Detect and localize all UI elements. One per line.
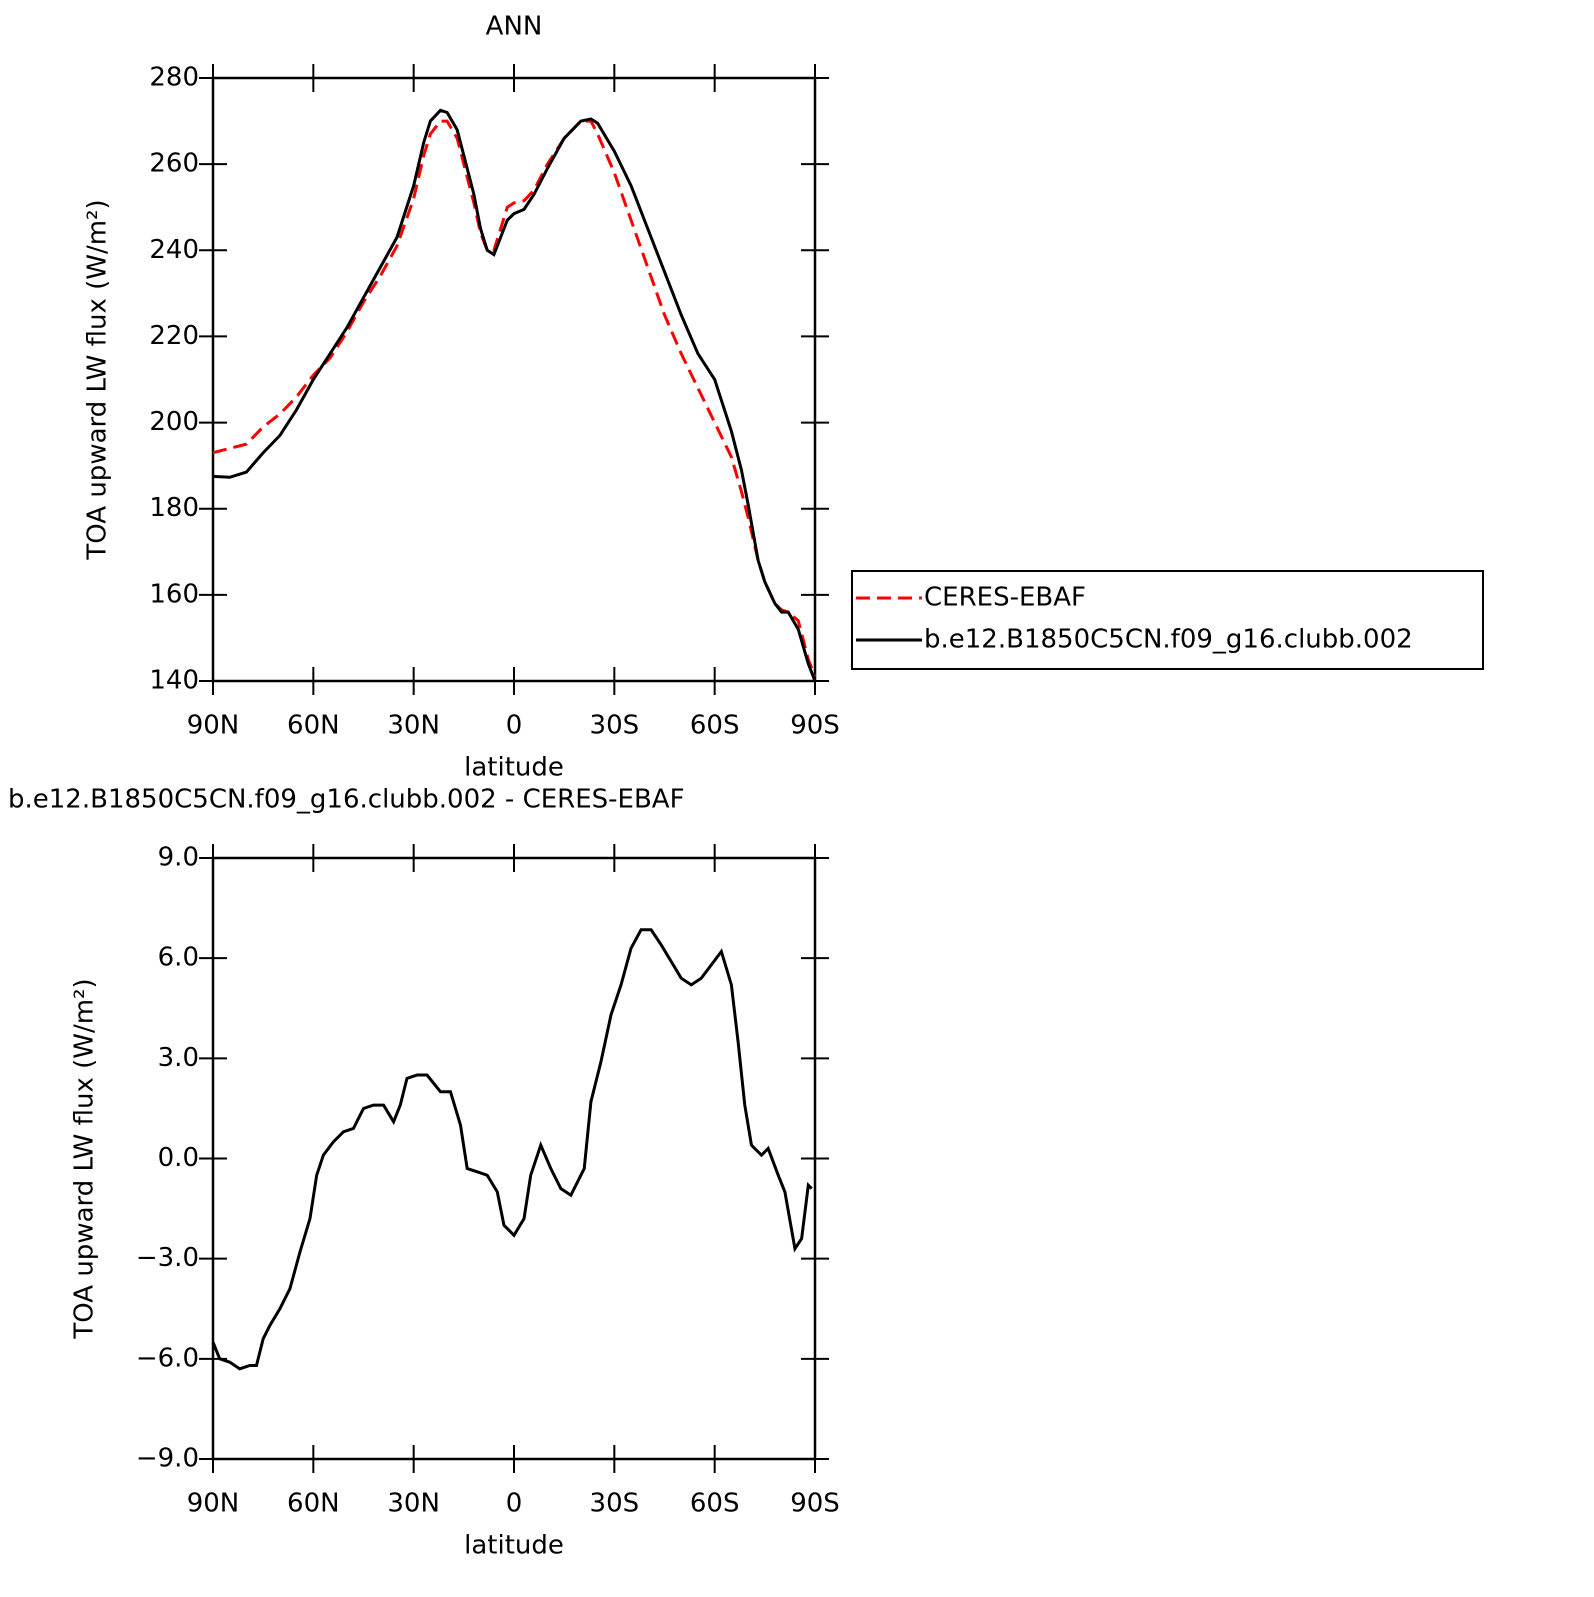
- x-axis-label: latitude: [464, 1531, 564, 1561]
- x-tick-label: 90S: [790, 711, 840, 741]
- y-tick-label: −3.0: [136, 1243, 199, 1273]
- y-tick-label: 3.0: [158, 1043, 199, 1073]
- data-line: [212, 108, 817, 682]
- x-tick-label: 90N: [187, 711, 240, 741]
- y-tick-label: 280: [149, 63, 199, 93]
- x-tick-label: 90S: [790, 1489, 840, 1519]
- x-tick-label: 60N: [287, 711, 340, 741]
- y-tick-label: 180: [149, 493, 199, 523]
- y-tick-label: −9.0: [136, 1444, 199, 1474]
- x-tick-label: 0: [506, 711, 523, 741]
- x-tick-label: 30S: [590, 711, 640, 741]
- chart-title: ANN: [486, 12, 543, 42]
- x-axis-label: latitude: [464, 753, 564, 783]
- legend-label: b.e12.B1850C5CN.f09_g16.clubb.002: [924, 625, 1413, 655]
- x-tick-label: 90N: [187, 1489, 240, 1519]
- x-tick-label: 30S: [590, 1489, 640, 1519]
- y-tick-label: 220: [149, 321, 199, 351]
- legend-box: [851, 570, 1484, 670]
- legend-label: CERES-EBAF: [924, 583, 1086, 613]
- y-tick-label: 6.0: [158, 943, 199, 973]
- x-tick-label: 60S: [690, 711, 740, 741]
- y-tick-label: 140: [149, 666, 199, 696]
- y-tick-label: −6.0: [136, 1343, 199, 1373]
- y-tick-label: 260: [149, 149, 199, 179]
- x-tick-label: 30N: [387, 1489, 440, 1519]
- y-tick-label: 160: [149, 579, 199, 609]
- data-line: [211, 928, 813, 1371]
- plot-frame: [211, 856, 817, 1461]
- y-axis-label: TOA upward LW flux (W/m²): [70, 978, 100, 1339]
- data-line: [212, 119, 817, 678]
- x-tick-label: 60N: [287, 1489, 340, 1519]
- x-tick-label: 0: [506, 1489, 523, 1519]
- y-tick-label: 9.0: [158, 843, 199, 873]
- x-tick-label: 60S: [690, 1489, 740, 1519]
- y-axis-label: TOA upward LW flux (W/m²): [83, 199, 113, 560]
- y-tick-label: 240: [149, 235, 199, 265]
- y-tick-label: 0.0: [158, 1143, 199, 1173]
- x-tick-label: 30N: [387, 711, 440, 741]
- plot-frame: [211, 76, 817, 683]
- chart-title: b.e12.B1850C5CN.f09_g16.clubb.002 - CERE…: [8, 785, 685, 815]
- y-tick-label: 200: [149, 407, 199, 437]
